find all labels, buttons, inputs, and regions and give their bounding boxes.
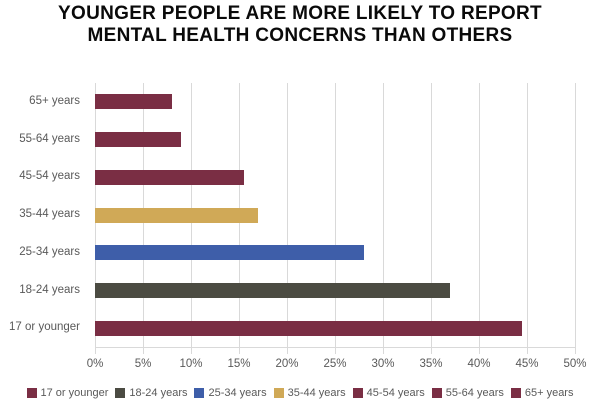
legend-item: 18-24 years (115, 387, 187, 399)
y-axis-category-label: 65+ years (29, 95, 80, 107)
axis-tick (479, 347, 480, 354)
y-axis-category-label: 25-34 years (19, 245, 80, 258)
legend-swatch (194, 388, 205, 398)
axis-tick (527, 347, 528, 354)
legend-item: 25-34 years (194, 387, 267, 399)
chart-title-line1: YOUNGER PEOPLE ARE MORE LIKELY TO REPORT (58, 3, 542, 24)
axis-tick (431, 347, 432, 354)
x-axis-tick-label: 30% (371, 358, 395, 370)
legend-label: 55-64 years (445, 387, 504, 399)
legend: 17 or younger 18-24 years 25-34 years 35-44… (0, 383, 600, 403)
gridline (479, 83, 480, 347)
axis-tick (383, 347, 384, 354)
y-axis-category-label: 18-24 years (19, 283, 80, 296)
legend-swatch (352, 388, 363, 398)
x-axis-tick-label: 40% (467, 358, 491, 370)
legend-label: 18-24 years (129, 387, 188, 399)
chart-title: YOUNGER PEOPLE ARE MORE LIKELY TO REPORT… (0, 3, 600, 47)
x-axis-tick-label: 5% (134, 358, 152, 370)
bar (95, 169, 244, 185)
bar (95, 282, 451, 298)
x-axis-tick-label: 15% (227, 358, 251, 370)
legend-label: 25-34 years (208, 387, 267, 399)
axis-tick (239, 347, 240, 354)
axis-tick (95, 347, 96, 354)
gridline (527, 83, 528, 347)
bar (95, 207, 259, 223)
legend-label: 17 or younger (40, 387, 109, 399)
legend-item: 17 or younger (26, 387, 109, 399)
gridline (335, 83, 336, 347)
x-axis-tick-label: 0% (86, 358, 104, 370)
gridline (575, 83, 576, 347)
y-axis-category-label: 35-44 years (19, 208, 80, 221)
gridline (287, 83, 288, 347)
legend-swatch (273, 388, 284, 398)
x-axis-tick-label: 10% (179, 358, 203, 370)
plot-area (95, 83, 576, 347)
bar (95, 320, 523, 336)
legend-item: 55-64 years (431, 387, 504, 399)
legend-swatch (431, 388, 442, 398)
legend-item: 65+ years (510, 387, 574, 399)
x-axis-tick-label: 45% (515, 358, 539, 370)
y-axis-category-label: 17 or younger (9, 321, 80, 334)
axis-tick (287, 347, 288, 354)
legend-label: 65+ years (524, 387, 574, 399)
gridline (431, 83, 432, 347)
x-axis-tick-label: 50% (563, 358, 587, 370)
legend-swatch (26, 388, 37, 398)
legend-label: 45-54 years (366, 387, 425, 399)
x-axis-tick-label: 20% (275, 358, 299, 370)
axis-tick (335, 347, 336, 354)
gridline (383, 83, 384, 347)
y-axis-category-label: 55-64 years (19, 132, 80, 145)
legend-swatch (510, 388, 521, 398)
bar (95, 245, 364, 261)
y-axis-category-label: 45-54 years (19, 170, 80, 183)
axis-tick (575, 347, 576, 354)
x-axis-tick-label: 35% (419, 358, 443, 370)
legend-label: 35-44 years (287, 387, 346, 399)
bar (95, 94, 172, 110)
axis-tick (191, 347, 192, 354)
bar (95, 132, 182, 148)
y-axis-labels: 65+ years 55-64 years 45-54 years 35-44 yea… (0, 83, 80, 347)
x-axis-tick-label: 25% (323, 358, 347, 370)
legend-item: 45-54 years (352, 387, 425, 399)
axis-tick (143, 347, 144, 354)
legend-swatch (115, 388, 126, 398)
legend-item: 35-44 years (273, 387, 346, 399)
chart-title-line2: MENTAL HEALTH CONCERNS THAN OTHERS (87, 25, 513, 46)
